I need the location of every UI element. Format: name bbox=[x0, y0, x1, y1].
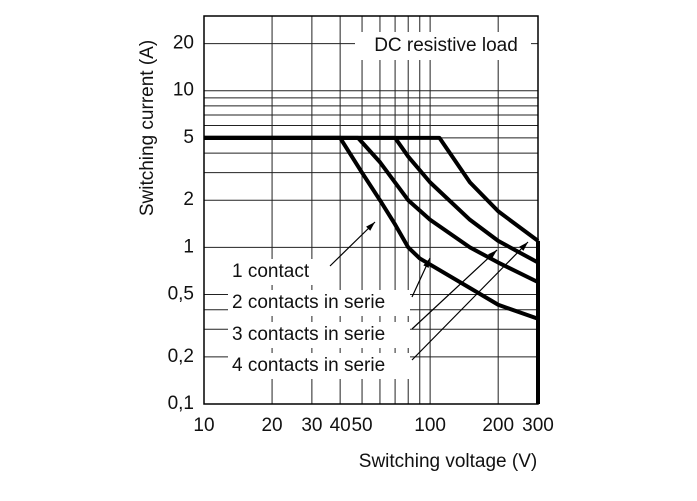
chart-title: DC resistive load bbox=[374, 35, 518, 56]
y-tick-label: 1 bbox=[183, 236, 194, 257]
y-tick-label: 5 bbox=[183, 127, 194, 148]
legend-label: 4 contacts in serie bbox=[232, 355, 385, 376]
legend-bg bbox=[228, 353, 410, 379]
legend-arrow bbox=[411, 241, 529, 361]
x-tick-label: 10 bbox=[193, 415, 214, 436]
y-tick-label: 0,5 bbox=[168, 284, 194, 305]
x-tick-label: 50 bbox=[351, 415, 372, 436]
legend-label: 3 contacts in serie bbox=[232, 324, 385, 345]
arrow-head bbox=[423, 258, 430, 268]
series-line bbox=[204, 135, 539, 321]
legend-bg bbox=[228, 322, 410, 348]
arrow-head bbox=[487, 250, 497, 259]
arrow-head bbox=[519, 242, 528, 251]
x-tick-label: 300 bbox=[522, 415, 554, 436]
legend-label: 1 contact bbox=[232, 261, 310, 282]
legend-bg bbox=[228, 259, 324, 285]
y-tick-label: 10 bbox=[173, 80, 194, 101]
plot-frame bbox=[203, 15, 539, 405]
y-tick-label: 20 bbox=[173, 33, 194, 54]
series-line bbox=[204, 135, 540, 243]
x-tick-label: 20 bbox=[261, 415, 282, 436]
y-tick-label: 0,1 bbox=[168, 393, 194, 414]
legend-bg bbox=[228, 290, 410, 316]
arrow-head bbox=[366, 222, 375, 231]
legend-label: 2 contacts in serie bbox=[232, 292, 385, 313]
x-axis-label: Switching voltage (V) bbox=[359, 451, 537, 472]
legend-arrow bbox=[329, 221, 376, 267]
series-line bbox=[204, 135, 539, 284]
x-tick-label: 100 bbox=[414, 415, 446, 436]
x-tick-label: 200 bbox=[482, 415, 514, 436]
y-tick-label: 2 bbox=[183, 189, 194, 210]
x-tick-label: 30 bbox=[301, 415, 322, 436]
legend-arrow bbox=[411, 249, 498, 330]
y-axis-label: Switching current (A) bbox=[137, 40, 158, 216]
x-tick-label: 40 bbox=[330, 415, 351, 436]
title-box bbox=[355, 32, 531, 60]
y-tick-label: 0,2 bbox=[168, 346, 194, 367]
